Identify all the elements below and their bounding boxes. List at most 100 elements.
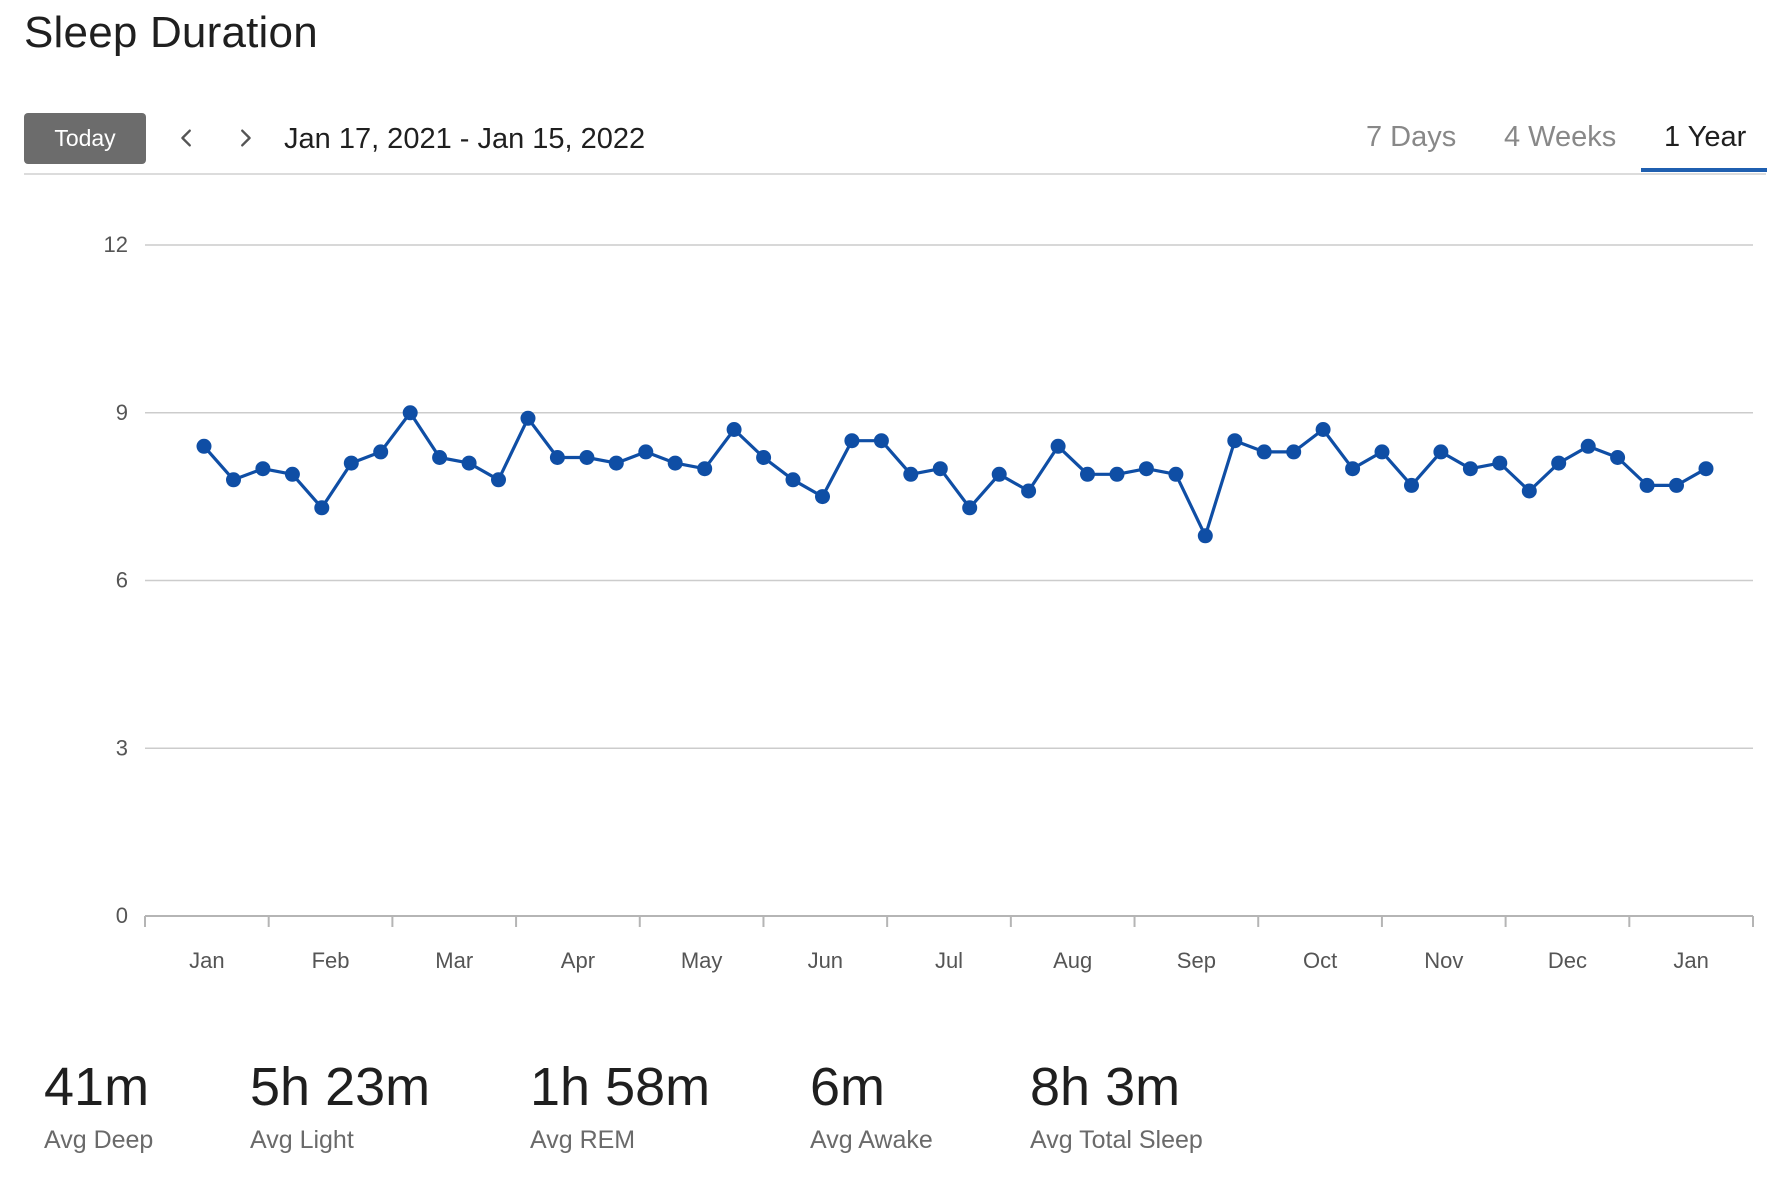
- chevron-left-icon: [181, 129, 191, 147]
- stat-avg-total-sleep: 8h 3m Avg Total Sleep: [1030, 1060, 1203, 1155]
- chevron-right-icon: [241, 129, 251, 147]
- stat-value: 6m: [810, 1057, 886, 1117]
- x-tick-label: Sep: [1177, 948, 1216, 973]
- tab-4-weeks[interactable]: 4 Weeks: [1504, 121, 1617, 153]
- stat-avg-light: 5h 23m Avg Light: [250, 1060, 430, 1155]
- stat-avg-awake: 6m Avg Awake: [810, 1060, 933, 1155]
- data-point: [785, 472, 801, 488]
- stat-avg-deep: 41m Avg Deep: [44, 1060, 153, 1155]
- x-tick-label: Oct: [1303, 948, 1337, 973]
- data-point: [844, 433, 860, 449]
- data-point: [549, 450, 565, 465]
- x-tick-label: Jun: [808, 948, 843, 973]
- stat-avg-rem: 1h 58m Avg REM: [530, 1060, 710, 1155]
- data-point: [255, 461, 271, 477]
- today-button[interactable]: Today: [24, 113, 146, 164]
- x-tick-label: Aug: [1053, 948, 1092, 973]
- data-point: [638, 444, 654, 460]
- data-point: [491, 472, 506, 488]
- stats-row: 41m Avg Deep 5h 23m Avg Light 1h 58m Avg…: [44, 1060, 1244, 1180]
- data-point: [1492, 455, 1508, 471]
- stat-value: 1h 58m: [530, 1057, 711, 1117]
- data-point: [1286, 444, 1302, 460]
- data-point: [608, 455, 624, 471]
- data-point: [726, 422, 742, 437]
- data-point: [402, 405, 418, 421]
- data-point: [932, 461, 948, 477]
- data-point: [373, 444, 389, 460]
- data-point: [991, 466, 1007, 482]
- sleep-duration-chart: 0 3 6 9 12 Jan Feb Mar Apr May Jun Jul Aug Sep Oct Nov D…: [0, 180, 1790, 1020]
- data-point: [1168, 466, 1184, 482]
- data-point: [1669, 477, 1684, 493]
- data-point: [1404, 477, 1419, 493]
- data-point: [1345, 461, 1361, 477]
- date-range-label: Jan 17, 2021 - Jan 15, 2022: [284, 123, 646, 155]
- stat-label: Avg Deep: [44, 1126, 154, 1154]
- data-point: [667, 455, 683, 471]
- y-tick-label: 0: [116, 903, 128, 928]
- data-point: [226, 472, 241, 488]
- x-tick-label: Dec: [1548, 948, 1587, 973]
- data-point: [873, 433, 889, 449]
- tab-7-days[interactable]: 7 Days: [1366, 121, 1457, 153]
- data-point: [314, 500, 330, 516]
- stat-label: Avg Awake: [810, 1126, 933, 1154]
- y-tick-label: 6: [116, 568, 128, 593]
- chart-svg: 0 3 6 9 12 Jan Feb Mar Apr May Jun Jul Aug Sep Oct Nov D…: [104, 232, 1754, 973]
- toolbar: Today Jan 17, 2021 - Jan 15, 2022 7 Days…: [24, 113, 1767, 175]
- data-point: [1521, 483, 1537, 499]
- data-point: [1197, 528, 1213, 544]
- x-tick-label: May: [681, 948, 723, 973]
- x-tick-label: Jan: [1673, 948, 1708, 973]
- data-point: [284, 466, 300, 482]
- data-point: [1021, 483, 1037, 499]
- data-point: [1580, 438, 1596, 454]
- data-point: [1138, 461, 1154, 477]
- stat-value: 41m: [44, 1057, 150, 1117]
- data-point: [1462, 461, 1478, 477]
- data-point: [1050, 438, 1066, 454]
- y-tick-label: 12: [104, 232, 128, 257]
- data-point: [815, 489, 830, 505]
- data-point: [1433, 444, 1449, 460]
- data-point: [756, 450, 772, 465]
- data-point: [1639, 477, 1655, 493]
- data-point: [579, 450, 595, 465]
- y-tick-label: 3: [116, 735, 128, 760]
- data-point: [1080, 466, 1095, 482]
- data-point: [1109, 466, 1125, 482]
- data-point: [1698, 461, 1714, 477]
- stat-label: Avg Total Sleep: [1030, 1126, 1203, 1154]
- data-point: [196, 438, 212, 454]
- y-tick-label: 9: [116, 400, 128, 425]
- data-point: [903, 466, 919, 482]
- data-point: [697, 461, 713, 477]
- x-tick-label: Nov: [1424, 948, 1463, 973]
- next-period-button[interactable]: [228, 121, 262, 155]
- data-point: [461, 455, 477, 471]
- toolbar-divider: [24, 173, 1766, 175]
- stat-value: 8h 3m: [1030, 1057, 1181, 1117]
- x-tick-label: Jan: [189, 948, 224, 973]
- page-title: Sleep Duration: [24, 8, 318, 57]
- series-line: [202, 411, 1707, 538]
- data-point: [520, 410, 536, 426]
- x-tick-label: Mar: [435, 948, 473, 973]
- stat-value: 5h 23m: [250, 1057, 431, 1117]
- data-point: [1374, 444, 1390, 460]
- data-point: [1256, 444, 1272, 460]
- x-tick-label: Jul: [935, 948, 963, 973]
- x-tick-label: Apr: [561, 948, 595, 973]
- x-tick-label: Feb: [312, 948, 350, 973]
- data-point: [1610, 450, 1626, 465]
- active-tab-indicator: [1641, 168, 1767, 172]
- previous-period-button[interactable]: [170, 121, 204, 155]
- tab-1-year[interactable]: 1 Year: [1664, 121, 1747, 153]
- data-point: [1551, 455, 1567, 471]
- stat-label: Avg REM: [530, 1126, 636, 1154]
- data-point: [1227, 433, 1243, 449]
- data-point: [962, 500, 978, 516]
- stat-label: Avg Light: [250, 1126, 354, 1154]
- data-point: [432, 450, 448, 465]
